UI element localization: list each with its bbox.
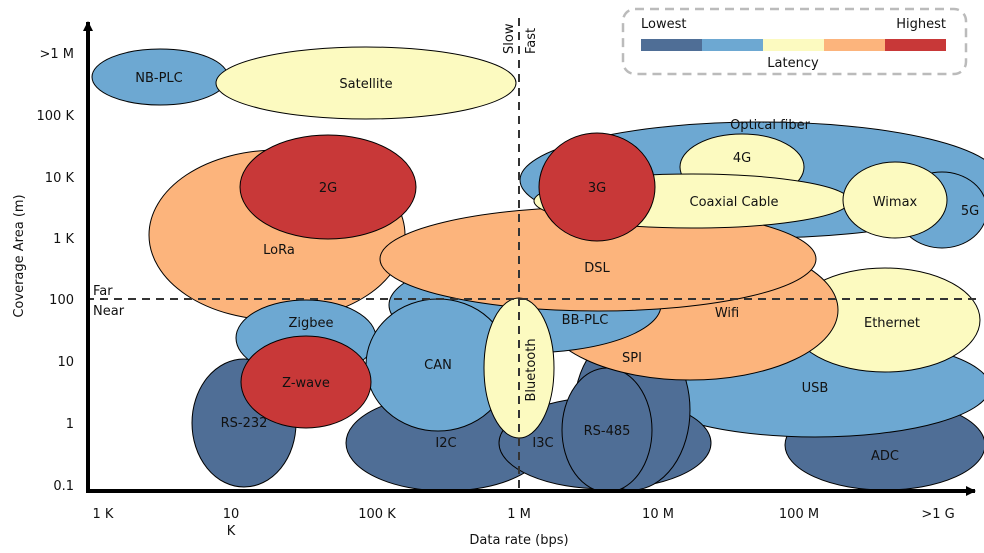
technology-labels: ADC USB Optical fiber 5G I2C I3C RS-232 … <box>135 71 979 464</box>
rs232-label: RS-232 <box>221 416 268 431</box>
4g-label: 4G <box>733 151 751 166</box>
legend-lowest-label: Lowest <box>641 17 686 32</box>
dsl-label: DSL <box>584 261 610 276</box>
z-wave-ellipse <box>240 335 372 429</box>
legend-swatch-5 <box>885 39 946 51</box>
x-tick-100m: 100 M <box>779 507 819 522</box>
can-label: CAN <box>424 358 452 373</box>
satellite-ellipse <box>215 46 517 120</box>
zigbee-label: Zigbee <box>288 316 333 331</box>
x-tick-labels: 1 K 10 K 100 K 1 M 10 M 100 M >1 G <box>93 507 955 539</box>
far-label: Far <box>93 284 113 299</box>
i3c-label: I3C <box>532 436 553 451</box>
legend-swatch-2 <box>702 39 763 51</box>
x-tick-10m: 10 M <box>642 507 674 522</box>
legend-frame <box>621 7 968 76</box>
wimax-label: Wimax <box>873 195 918 210</box>
x-tick-10: 10 <box>223 507 240 522</box>
lora-label: LoRa <box>263 243 295 258</box>
x-tick-1m: 1 M <box>507 507 531 522</box>
wifi-label: Wifi <box>715 306 739 321</box>
x-tick-100k: 100 K <box>358 507 396 522</box>
x-tick-1g: >1 G <box>921 507 954 522</box>
slow-label: Slow <box>502 23 517 54</box>
3g-ellipse <box>538 132 656 242</box>
y-tick-1k: 1 K <box>53 232 74 247</box>
optical-fiber-label: Optical fiber <box>730 118 810 133</box>
technology-ellipses <box>91 46 984 493</box>
y-axis-title: Coverage Area (m) <box>12 194 27 317</box>
z-wave-label: Z-wave <box>282 376 330 391</box>
x-axis-title: Data rate (bps) <box>469 533 568 548</box>
ethernet-label: Ethernet <box>864 316 920 331</box>
y-tick-100k: 100 K <box>37 109 75 124</box>
rs485-label: RS-485 <box>584 424 631 439</box>
3g-label: 3G <box>588 181 606 196</box>
coaxial-label: Coaxial Cable <box>690 195 779 210</box>
fast-label: Fast <box>524 28 539 54</box>
y-tick-1m: >1 M <box>39 47 74 62</box>
y-tick-10: 10 <box>57 355 74 370</box>
nb-plc-label: NB-PLC <box>135 71 183 86</box>
y-tick-0-1: 0.1 <box>53 479 74 494</box>
wimax-ellipse <box>842 161 948 239</box>
bb-plc-label: BB-PLC <box>562 313 609 328</box>
y-tick-10k: 10 K <box>45 171 75 186</box>
spi-label: SPI <box>622 351 642 366</box>
satellite-label: Satellite <box>339 77 392 92</box>
2g-label: 2G <box>319 181 337 196</box>
y-tick-1: 1 <box>66 417 74 432</box>
x-tick-1k: 1 K <box>93 507 114 522</box>
bluetooth-label: Bluetooth <box>524 338 539 401</box>
5g-label: 5G <box>961 204 979 219</box>
x-tick-k: K <box>227 524 236 539</box>
legend-title: Latency <box>767 56 819 71</box>
y-tick-labels: >1 M 100 K 10 K 1 K 100 10 1 0.1 <box>37 47 75 494</box>
i2c-label: I2C <box>435 436 456 451</box>
legend-swatch-4 <box>824 39 885 51</box>
adc-label: ADC <box>871 449 899 464</box>
y-tick-100: 100 <box>49 293 74 308</box>
latency-legend: Lowest Highest Latency <box>621 7 968 76</box>
2g-ellipse <box>239 134 417 240</box>
legend-swatch-3 <box>763 39 824 51</box>
legend-swatch-1 <box>641 39 702 51</box>
near-label: Near <box>93 304 125 319</box>
legend-highest-label: Highest <box>896 17 946 32</box>
usb-label: USB <box>802 381 829 396</box>
